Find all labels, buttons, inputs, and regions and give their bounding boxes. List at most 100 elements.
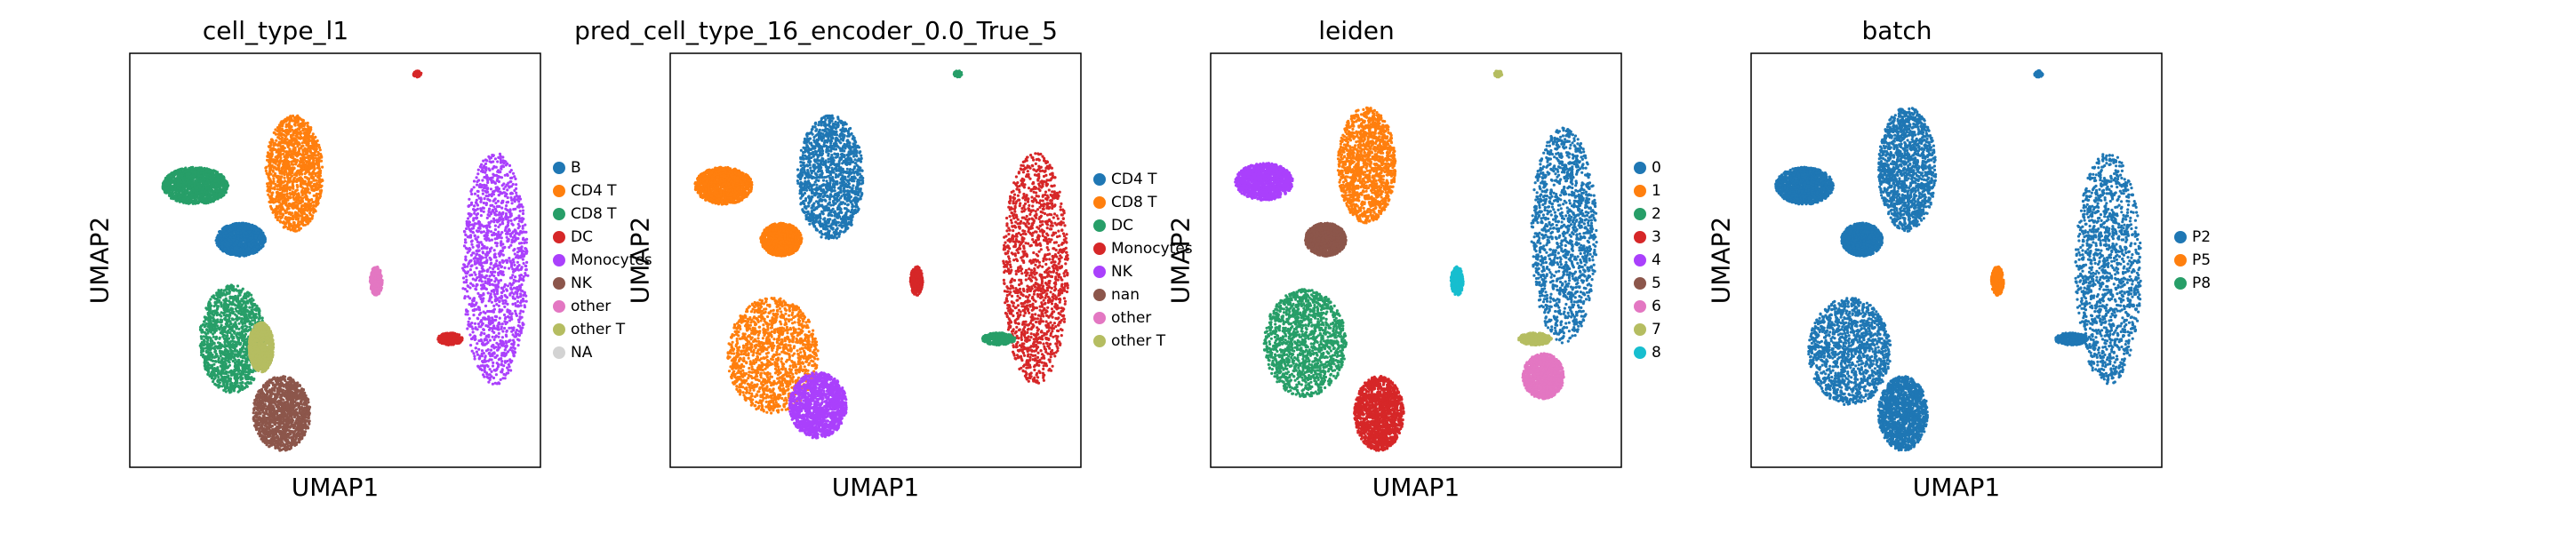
point [308, 131, 311, 135]
point [312, 209, 316, 213]
point [306, 203, 309, 207]
point [193, 184, 196, 187]
point [308, 178, 311, 181]
point [252, 239, 255, 243]
point [272, 144, 276, 147]
point [283, 147, 286, 150]
point [380, 286, 383, 290]
point [196, 196, 200, 200]
point [470, 349, 474, 353]
point [516, 338, 520, 341]
point [242, 248, 245, 251]
point [288, 125, 292, 129]
point [494, 373, 499, 377]
point [268, 152, 272, 155]
panel-title: cell_type_l1 [0, 16, 551, 52]
point [308, 135, 312, 139]
point [308, 191, 311, 195]
point [190, 167, 194, 171]
point [318, 148, 322, 152]
point [275, 139, 278, 142]
point [472, 352, 476, 355]
point [264, 169, 268, 172]
point [232, 238, 236, 242]
point [314, 154, 317, 157]
point [275, 204, 279, 208]
point [311, 201, 315, 204]
point [521, 258, 524, 261]
point [268, 176, 271, 180]
point [285, 142, 289, 146]
point [235, 235, 238, 238]
point [271, 139, 275, 143]
point [264, 166, 268, 170]
point [224, 249, 228, 252]
point [226, 185, 229, 188]
point [312, 147, 316, 151]
point [272, 179, 276, 183]
point [516, 227, 520, 230]
point [220, 187, 224, 191]
point [308, 165, 312, 169]
point [284, 156, 288, 160]
point [371, 288, 374, 291]
point [222, 232, 226, 235]
point [292, 223, 296, 227]
point [257, 228, 260, 232]
point [466, 327, 469, 330]
point [218, 243, 222, 246]
point [261, 234, 266, 237]
point [311, 132, 315, 136]
point [279, 123, 283, 126]
point [284, 150, 287, 154]
point [214, 185, 218, 188]
point [270, 194, 274, 197]
point [272, 174, 276, 178]
point [486, 291, 490, 295]
point [202, 196, 205, 200]
point [185, 172, 188, 176]
point [207, 189, 211, 193]
point [239, 231, 243, 235]
point [280, 192, 284, 195]
point [294, 121, 298, 124]
point [274, 162, 277, 165]
point [278, 171, 282, 174]
point [230, 234, 234, 237]
point [286, 198, 290, 202]
point [299, 156, 302, 160]
point [236, 228, 240, 232]
point [288, 130, 292, 133]
point [260, 245, 264, 249]
point [180, 174, 184, 178]
point [267, 185, 270, 188]
point [503, 305, 507, 308]
point [198, 194, 202, 198]
point [254, 228, 258, 232]
point [280, 215, 284, 219]
point [310, 171, 314, 175]
point [167, 175, 171, 179]
point [267, 187, 270, 191]
point [504, 207, 508, 211]
point [227, 247, 230, 251]
point [301, 144, 305, 147]
point [513, 218, 516, 221]
point [300, 135, 303, 139]
point [287, 216, 291, 219]
point [252, 251, 255, 255]
point [164, 178, 168, 181]
point [251, 223, 254, 227]
point [226, 234, 229, 237]
point [473, 322, 477, 325]
point [239, 238, 243, 242]
point [275, 175, 279, 179]
point [245, 249, 249, 252]
point [319, 186, 323, 189]
point [276, 155, 280, 159]
point [473, 354, 476, 358]
point [192, 171, 196, 174]
point [301, 119, 305, 123]
point [182, 180, 186, 184]
point [314, 200, 317, 203]
